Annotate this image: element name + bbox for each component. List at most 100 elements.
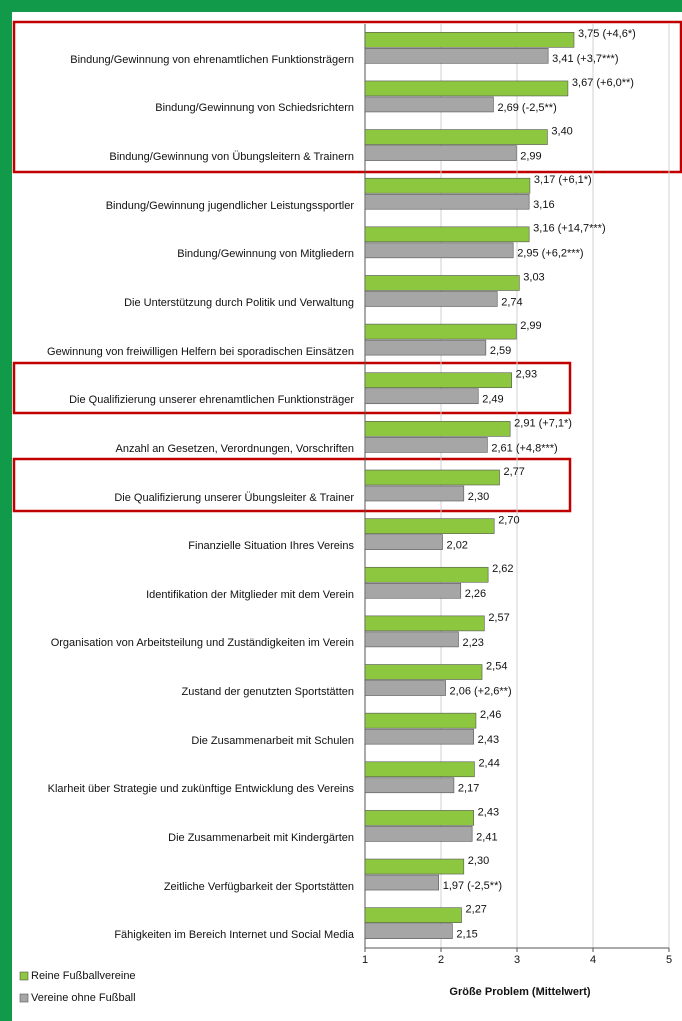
- category-label-box: Bindung/Gewinnung von Übungsleitern & Tr…: [14, 138, 354, 178]
- bar: [364, 177, 531, 194]
- bar: [364, 777, 455, 794]
- value-label: 2,43: [478, 734, 499, 746]
- bar: [364, 388, 479, 405]
- category-label-box: Bindung/Gewinnung von Mitgliedern: [14, 235, 354, 275]
- value-label: 2,77: [504, 466, 525, 478]
- bar: [364, 96, 494, 113]
- value-label: 3,75 (+4,6*): [578, 28, 636, 40]
- category-label: Fähigkeiten im Bereich Internet und Soci…: [114, 929, 354, 942]
- category-label: Finanzielle Situation Ihres Vereins: [188, 540, 354, 553]
- bar: [364, 421, 511, 437]
- bar: [364, 712, 477, 729]
- highlight-box: [12, 361, 572, 415]
- category-label: Gewinnung von freiwilligen Helfern bei s…: [47, 345, 354, 358]
- x-tick-label: 1: [362, 954, 368, 966]
- value-label: 2,06 (+2,6**): [450, 685, 512, 697]
- value-label: 2,99: [520, 150, 541, 162]
- value-label: 2,57: [488, 612, 509, 624]
- bar: [364, 566, 489, 583]
- value-label: 2,30: [468, 855, 489, 867]
- bar: [364, 826, 473, 842]
- category-label-box: Gewinnung von freiwilligen Helfern bei s…: [14, 332, 354, 372]
- bar: [364, 761, 475, 778]
- bar: [364, 858, 465, 875]
- value-label: 3,67 (+6,0**): [572, 77, 634, 89]
- bar: [364, 145, 517, 161]
- category-label-box: Finanzielle Situation Ihres Vereins: [14, 527, 354, 567]
- value-label: 2,41: [476, 831, 497, 843]
- bar: [364, 680, 446, 696]
- legend-swatch: [19, 993, 29, 1003]
- value-label: 2,30: [468, 491, 489, 503]
- bar: [364, 242, 514, 259]
- category-label: Die Qualifizierung unserer ehrenamtliche…: [69, 394, 354, 407]
- bar: [364, 518, 495, 534]
- category-label: Die Unterstützung durch Politik und Verw…: [124, 296, 354, 309]
- category-label: Bindung/Gewinnung von ehrenamtlichen Fun…: [70, 53, 354, 66]
- value-label: 2,99: [520, 320, 541, 332]
- value-label: 2,61 (+4,8***): [491, 442, 557, 454]
- value-label: 2,23: [462, 637, 483, 649]
- value-label: 3,03: [523, 271, 544, 283]
- bar: [364, 372, 512, 389]
- value-label: 2,69 (-2,5**): [497, 102, 556, 114]
- value-label: 2,27: [466, 904, 487, 916]
- category-label-box: Bindung/Gewinnung von Schiedsrichtern: [14, 89, 354, 129]
- value-label: 1,97 (-2,5**): [443, 880, 502, 892]
- bar: [364, 615, 485, 632]
- category-label-box: Bindung/Gewinnung von ehrenamtlichen Fun…: [14, 40, 354, 80]
- value-label: 2,02: [447, 540, 468, 552]
- x-axis-label: Größe Problem (Mittelwert): [449, 986, 591, 998]
- bar: [364, 923, 453, 939]
- value-label: 2,44: [478, 758, 499, 770]
- bar: [364, 193, 530, 210]
- category-label-box: Organisation von Arbeitsteilung und Zust…: [14, 624, 354, 664]
- value-label: 3,40: [551, 125, 572, 137]
- category-label-box: Klarheit über Strategie und zukünftige E…: [14, 770, 354, 810]
- category-label-box: Identifikation der Mitglieder mit dem Ve…: [14, 575, 354, 615]
- bar: [364, 32, 575, 48]
- legend-swatch: [19, 971, 29, 981]
- value-label: 3,16 (+14,7***): [533, 223, 605, 235]
- value-label: 3,17 (+6,1*): [534, 174, 592, 186]
- bar: [364, 291, 498, 307]
- bar: [364, 226, 530, 243]
- highlight-box: [12, 20, 682, 174]
- bar: [364, 129, 548, 145]
- bar: [364, 810, 474, 826]
- category-label: Zustand der genutzten Sportstätten: [181, 686, 354, 699]
- value-label: 2,59: [490, 345, 511, 357]
- category-label-box: Die Zusammenarbeit mit Kindergärten: [14, 818, 354, 858]
- category-label-box: Fähigkeiten im Bereich Internet und Soci…: [14, 916, 354, 956]
- category-label-box: Die Qualifizierung unserer ehrenamtliche…: [14, 381, 354, 421]
- value-label: 2,49: [482, 394, 503, 406]
- value-label: 2,70: [498, 515, 519, 527]
- legend-label: Vereine ohne Fußball: [31, 992, 136, 1004]
- bar: [364, 534, 443, 550]
- value-label: 2,74: [501, 296, 522, 308]
- value-label: 2,54: [486, 660, 507, 672]
- bar: [364, 582, 462, 599]
- category-label: Klarheit über Strategie und zukünftige E…: [47, 783, 354, 796]
- category-label-box: Zeitliche Verfügbarkeit der Sportstätten: [14, 867, 354, 907]
- legend-label: Reine Fußballvereine: [31, 970, 136, 982]
- category-label-box: Bindung/Gewinnung jugendlicher Leistungs…: [14, 186, 354, 226]
- bar: [364, 339, 487, 356]
- x-tick-label: 4: [590, 954, 596, 966]
- value-label: 2,26: [465, 588, 486, 600]
- category-label: Zeitliche Verfügbarkeit der Sportstätten: [163, 880, 354, 893]
- category-label-box: Zustand der genutzten Sportstätten: [14, 673, 354, 713]
- x-tick-label: 5: [666, 954, 672, 966]
- category-label: Organisation von Arbeitsteilung und Zust…: [50, 637, 354, 650]
- bar: [364, 874, 440, 891]
- value-label: 2,17: [458, 783, 479, 795]
- value-label: 2,43: [478, 806, 499, 818]
- category-label: Bindung/Gewinnung von Übungsleitern & Tr…: [109, 151, 354, 164]
- category-label-box: Die Unterstützung durch Politik und Verw…: [14, 283, 354, 323]
- value-label: 2,91 (+7,1*): [514, 417, 572, 429]
- value-label: 2,93: [516, 369, 537, 381]
- panel: [12, 12, 682, 1021]
- category-label: Identifikation der Mitglieder mit dem Ve…: [146, 588, 354, 601]
- bar: [364, 664, 483, 680]
- bar: [364, 323, 517, 340]
